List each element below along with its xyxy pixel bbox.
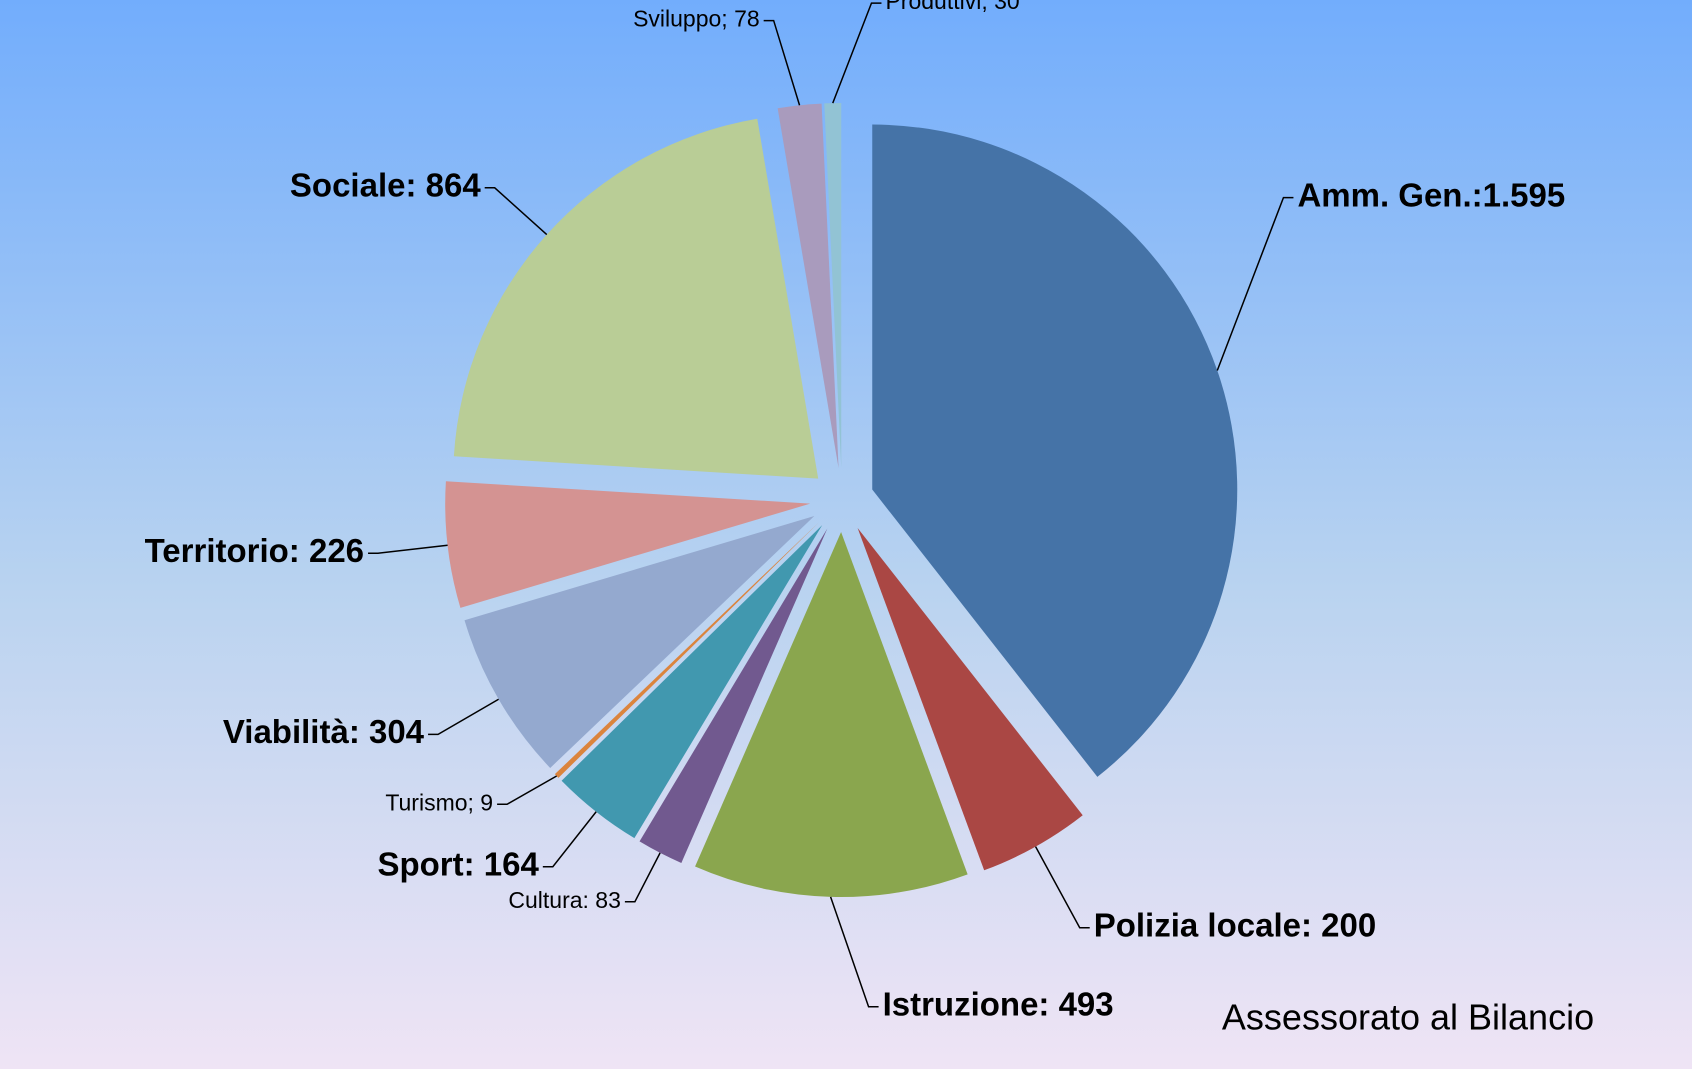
data-label: Amm. Gen.:1.595: [1297, 176, 1565, 213]
data-label: Sport: 164: [377, 845, 539, 882]
data-label: Cultura: 83: [508, 887, 621, 913]
leader-line: [763, 19, 801, 106]
leader-line: [624, 852, 661, 903]
data-label: Viabilità: 304: [223, 713, 425, 750]
leader-line: [1034, 846, 1090, 929]
data-label: Istruzione: 493: [883, 986, 1114, 1023]
pie-slice: [777, 103, 839, 469]
data-label: Polizia locale: 200: [1094, 906, 1376, 943]
leader-line: [368, 544, 448, 554]
pie-slice: [445, 481, 811, 608]
pie-slice: [639, 528, 828, 863]
pie-slice: [872, 124, 1238, 777]
pie-slice: [824, 103, 842, 469]
pie-slice: [561, 525, 823, 839]
data-label: Produttivi; 30: [885, 0, 1019, 14]
pie-slice: [857, 527, 1083, 871]
pie-slice: [464, 516, 815, 768]
leader-line: [428, 698, 499, 736]
footer-text: Assessorato al Bilancio: [1222, 997, 1594, 1038]
leader-line: [829, 896, 879, 1008]
pie-slice: [453, 118, 819, 479]
leader-line: [484, 187, 548, 236]
data-label: Sviluppo; 78: [633, 6, 760, 32]
data-label: Turismo; 9: [385, 789, 493, 815]
leader-line: [542, 811, 597, 868]
leader-line: [832, 2, 882, 104]
data-label: Territorio: 226: [145, 532, 364, 569]
leader-line: [1216, 196, 1294, 371]
pie-slice: [695, 531, 968, 897]
data-label: Sociale: 864: [290, 167, 481, 204]
leader-line: [497, 775, 558, 805]
pie-slice: [554, 522, 819, 778]
